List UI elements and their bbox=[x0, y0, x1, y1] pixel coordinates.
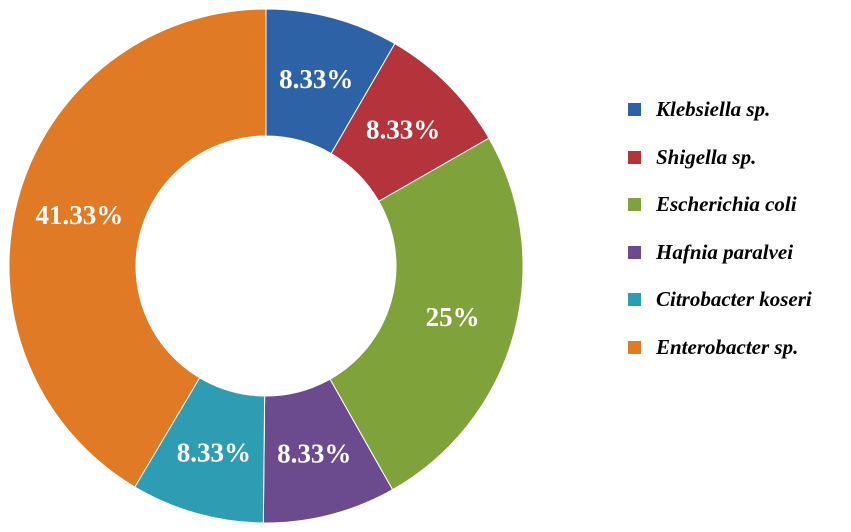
legend-label: Shigella sp. bbox=[656, 144, 757, 169]
legend-item-shigella: Shigella sp. bbox=[628, 144, 848, 171]
slice-label-0: 8.33% bbox=[279, 64, 353, 94]
legend-swatch bbox=[628, 293, 641, 307]
slice-label-4: 8.33% bbox=[177, 437, 251, 467]
legend: Klebsiella sp. Shigella sp. Escherichia … bbox=[628, 96, 848, 382]
legend-item-klebsiella: Klebsiella sp. bbox=[628, 96, 848, 123]
donut-slice-2 bbox=[329, 137, 524, 491]
slice-labels-group: 8.33% 8.33% 25% 8.33% 8.33% 41.33% bbox=[36, 64, 480, 468]
slice-label-3: 8.33% bbox=[277, 438, 351, 468]
legend-item-citrobacter: Citrobacter koseri bbox=[628, 286, 848, 313]
slice-label-2: 25% bbox=[426, 302, 480, 332]
legend-swatch bbox=[628, 150, 641, 164]
legend-swatch bbox=[628, 198, 641, 212]
legend-item-enterobacter: Enterobacter sp. bbox=[628, 334, 848, 361]
legend-label: Klebsiella sp. bbox=[656, 97, 771, 121]
legend-swatch bbox=[628, 245, 641, 259]
legend-swatch bbox=[628, 103, 641, 116]
legend-label: Enterobacter sp. bbox=[656, 334, 799, 359]
slice-label-5: 41.33% bbox=[36, 200, 124, 230]
legend-label: Escherichia coli bbox=[656, 192, 797, 217]
legend-label: Hafnia paralvei bbox=[656, 239, 794, 264]
donut-slice-5 bbox=[8, 8, 267, 488]
legend-swatch bbox=[628, 340, 641, 354]
slice-label-1: 8.33% bbox=[366, 115, 440, 145]
legend-item-escherichia: Escherichia coli bbox=[628, 191, 848, 218]
legend-item-hafnia: Hafnia paralvei bbox=[628, 239, 848, 266]
slices-group bbox=[8, 8, 524, 524]
legend-label: Citrobacter koseri bbox=[656, 287, 812, 312]
